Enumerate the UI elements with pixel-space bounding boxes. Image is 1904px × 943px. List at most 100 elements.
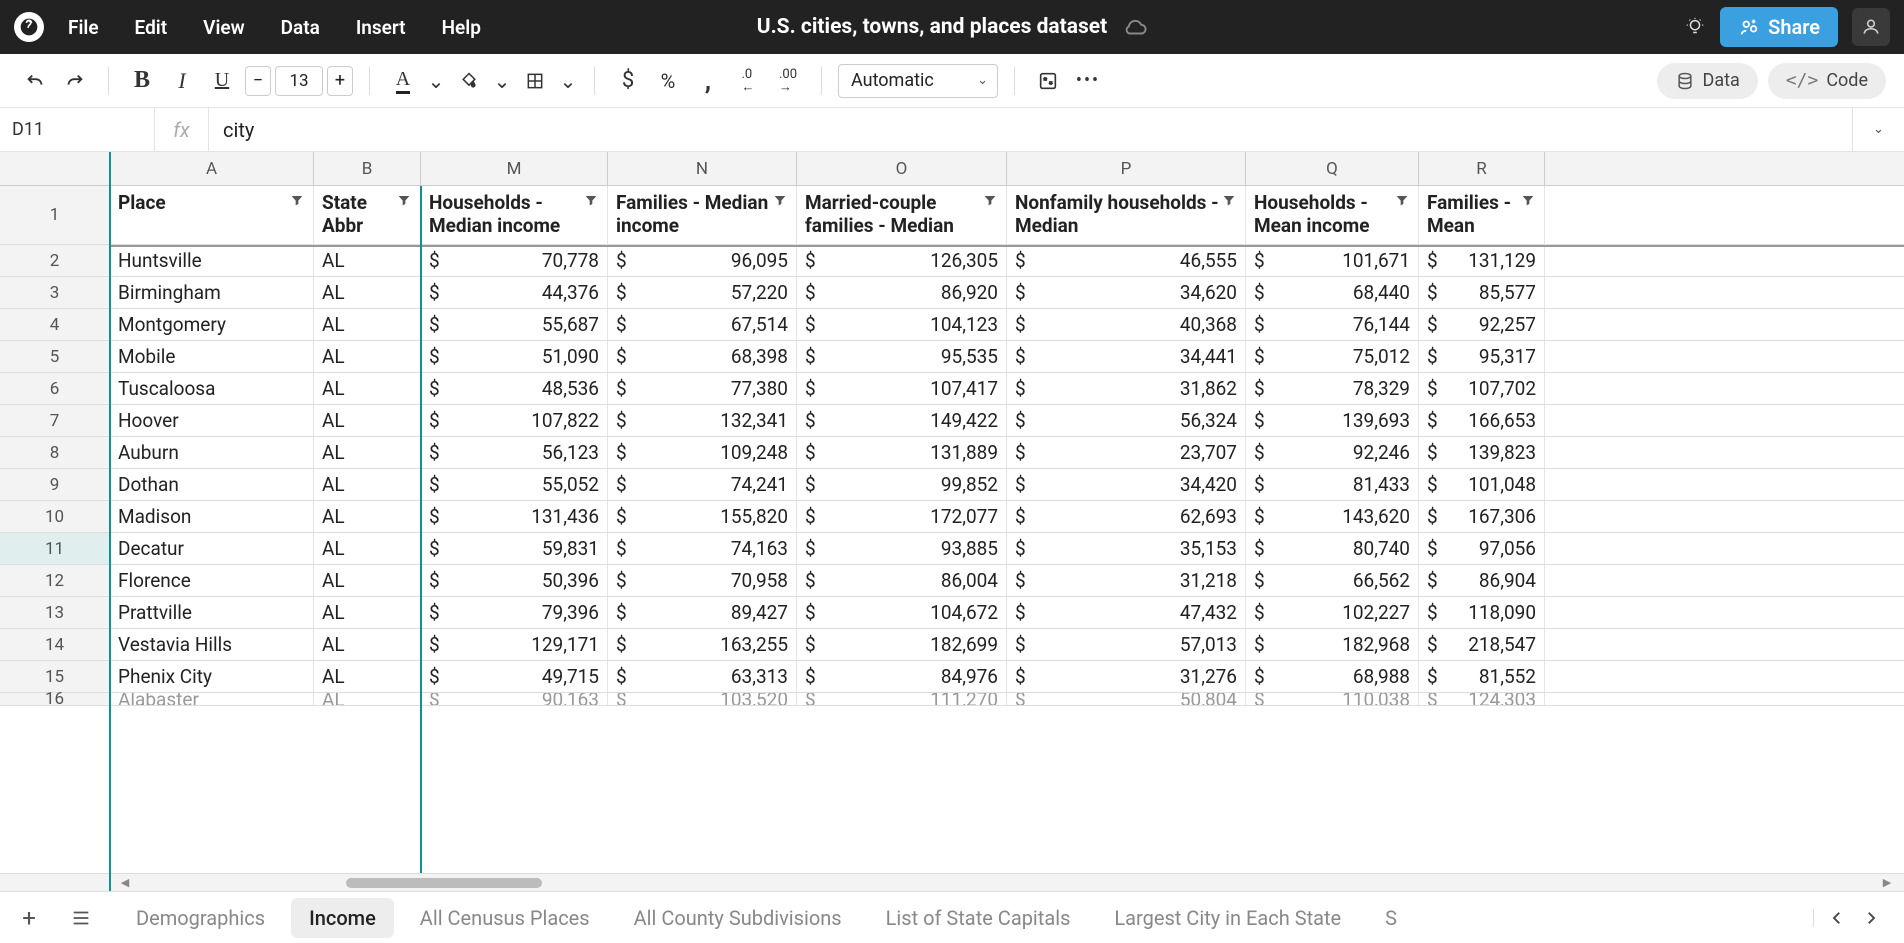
cell-state[interactable]: AL — [314, 565, 421, 596]
cell-value[interactable]: $62,693 — [1007, 501, 1246, 532]
cell-value[interactable]: $31,276 — [1007, 661, 1246, 692]
cell-value[interactable]: $48,536 — [421, 373, 608, 404]
sheet-tab[interactable]: Largest City in Each State — [1096, 898, 1359, 938]
cell-place[interactable]: Florence — [110, 565, 314, 596]
cell-value[interactable]: $149,422 — [797, 405, 1007, 436]
cell-state[interactable]: AL — [314, 405, 421, 436]
code-pill-button[interactable]: </> Code — [1768, 63, 1886, 99]
cell-value[interactable]: $34,420 — [1007, 469, 1246, 500]
cell-state[interactable]: AL — [314, 277, 421, 308]
cell-value[interactable]: $131,129 — [1419, 245, 1545, 276]
cell-value[interactable]: $89,427 — [608, 597, 797, 628]
cell-value[interactable]: $182,968 — [1246, 629, 1419, 660]
cell-value[interactable]: $101,048 — [1419, 469, 1545, 500]
cell-value[interactable]: $101,671 — [1246, 245, 1419, 276]
header-cell[interactable]: State Abbr — [314, 186, 421, 244]
cell-value[interactable]: $131,889 — [797, 437, 1007, 468]
cell-place[interactable]: Tuscaloosa — [110, 373, 314, 404]
underline-button[interactable]: U — [205, 64, 239, 98]
cell-value[interactable]: $92,257 — [1419, 309, 1545, 340]
cell-state[interactable]: AL — [314, 629, 421, 660]
cell-value[interactable]: $59,831 — [421, 533, 608, 564]
cell-value[interactable]: $31,218 — [1007, 565, 1246, 596]
cell-value[interactable]: $86,904 — [1419, 565, 1545, 596]
decrease-decimal-button[interactable]: .0← — [731, 64, 765, 98]
cell-state[interactable]: AL — [314, 597, 421, 628]
cell-value[interactable]: $111,270 — [797, 693, 1007, 705]
cell-value[interactable]: $55,687 — [421, 309, 608, 340]
cell-place[interactable]: Phenix City — [110, 661, 314, 692]
cell-value[interactable]: $90,163 — [421, 693, 608, 705]
cloud-sync-icon[interactable] — [1121, 14, 1147, 40]
font-size-decrease-button[interactable]: − — [245, 66, 271, 96]
sheet-tab[interactable]: Demographics — [118, 898, 283, 938]
cell-value[interactable]: $50,804 — [1007, 693, 1246, 705]
cell-value[interactable]: $80,740 — [1246, 533, 1419, 564]
cell-value[interactable]: $46,555 — [1007, 245, 1246, 276]
row-header-5[interactable]: 5 — [0, 341, 110, 373]
header-cell[interactable]: Households - Mean income — [1246, 186, 1419, 244]
header-cell[interactable]: Place — [110, 186, 314, 244]
cell-value[interactable]: $182,699 — [797, 629, 1007, 660]
menu-help[interactable]: Help — [442, 16, 481, 39]
sheet-nav-next[interactable] — [1862, 909, 1890, 927]
cell-value[interactable]: $68,398 — [608, 341, 797, 372]
row-header-16[interactable]: 16 — [0, 693, 110, 706]
document-title[interactable]: U.S. cities, towns, and places dataset — [757, 15, 1108, 39]
italic-button[interactable]: I — [165, 64, 199, 98]
column-header-Q[interactable]: Q — [1246, 152, 1419, 185]
currency-format-button[interactable]: $ — [611, 64, 645, 98]
cell-value[interactable]: $67,514 — [608, 309, 797, 340]
cell-place[interactable]: Hoover — [110, 405, 314, 436]
borders-button[interactable] — [518, 64, 552, 98]
row-header-10[interactable]: 10 — [0, 501, 110, 533]
column-header-P[interactable]: P — [1007, 152, 1246, 185]
undo-button[interactable] — [18, 64, 52, 98]
cell-reference-box[interactable]: D11 — [0, 108, 155, 151]
cell-value[interactable]: $124,303 — [1419, 693, 1545, 705]
increase-decimal-button[interactable]: .00→ — [771, 64, 805, 98]
comma-format-button[interactable]: , — [691, 64, 725, 98]
cell-value[interactable]: $66,562 — [1246, 565, 1419, 596]
row-header-11[interactable]: 11 — [0, 533, 110, 565]
cell-value[interactable]: $129,171 — [421, 629, 608, 660]
scroll-left-arrow[interactable]: ◀ — [114, 876, 136, 889]
cell-state[interactable]: AL — [314, 469, 421, 500]
row-header-14[interactable]: 14 — [0, 629, 110, 661]
row-header-9[interactable]: 9 — [0, 469, 110, 501]
menu-file[interactable]: File — [68, 16, 99, 39]
cell-value[interactable]: $74,241 — [608, 469, 797, 500]
cell-value[interactable]: $95,317 — [1419, 341, 1545, 372]
scroll-right-arrow[interactable]: ▶ — [1876, 876, 1898, 889]
cell-value[interactable]: $81,552 — [1419, 661, 1545, 692]
sheet-tab[interactable]: All County Subdivisions — [616, 898, 860, 938]
cell-value[interactable]: $118,090 — [1419, 597, 1545, 628]
fill-color-button[interactable] — [452, 64, 486, 98]
more-toolbar-button[interactable]: ••• — [1071, 64, 1105, 98]
column-header-M[interactable]: M — [421, 152, 608, 185]
scrollbar-thumb[interactable] — [346, 878, 542, 888]
row-header-12[interactable]: 12 — [0, 565, 110, 597]
cell-value[interactable]: $56,324 — [1007, 405, 1246, 436]
column-header-B[interactable]: B — [314, 152, 421, 185]
cell-value[interactable]: $102,227 — [1246, 597, 1419, 628]
cell-value[interactable]: $99,852 — [797, 469, 1007, 500]
header-cell[interactable]: Households - Median income — [421, 186, 608, 244]
column-header-O[interactable]: O — [797, 152, 1007, 185]
cell-value[interactable]: $57,220 — [608, 277, 797, 308]
cell-value[interactable]: $70,778 — [421, 245, 608, 276]
formula-input[interactable]: city — [209, 118, 1852, 142]
sheet-tab[interactable]: Income — [291, 898, 394, 938]
row-header-6[interactable]: 6 — [0, 373, 110, 405]
row-header-3[interactable]: 3 — [0, 277, 110, 309]
cell-value[interactable]: $34,441 — [1007, 341, 1246, 372]
text-color-dropdown[interactable]: ⌄ — [426, 64, 446, 98]
cell-value[interactable]: $50,396 — [421, 565, 608, 596]
cell-value[interactable]: $110,038 — [1246, 693, 1419, 705]
cell-value[interactable]: $68,440 — [1246, 277, 1419, 308]
cell-place[interactable]: Montgomery — [110, 309, 314, 340]
cell-value[interactable]: $75,012 — [1246, 341, 1419, 372]
menu-view[interactable]: View — [203, 16, 245, 39]
cell-value[interactable]: $76,144 — [1246, 309, 1419, 340]
sheet-tab[interactable]: List of State Capitals — [868, 898, 1089, 938]
